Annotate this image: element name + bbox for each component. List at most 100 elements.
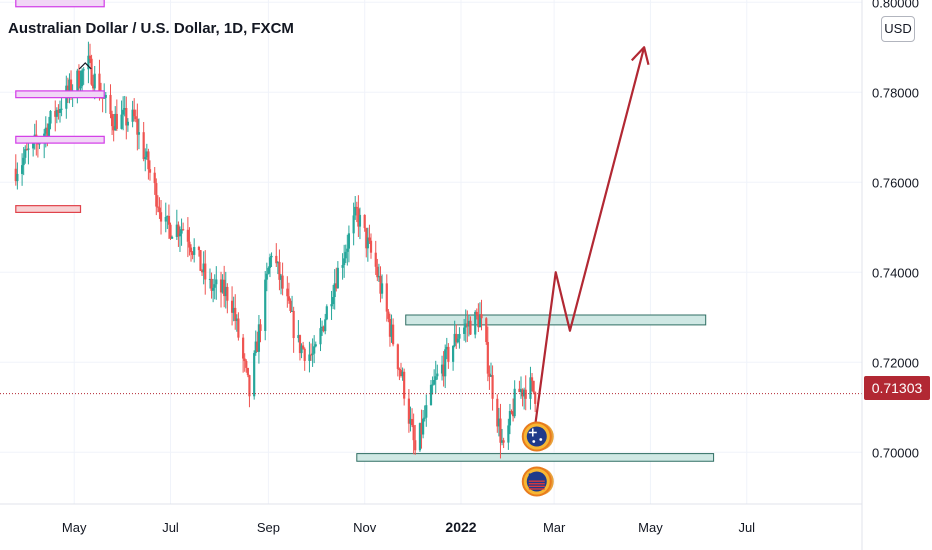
candle-body	[49, 110, 52, 124]
candle-body	[215, 279, 218, 285]
candle-body	[464, 323, 467, 328]
candle-body	[311, 353, 314, 355]
candle-body	[510, 410, 513, 412]
candle-body	[276, 261, 279, 264]
candle-body	[407, 398, 410, 424]
x-tick-label: Nov	[353, 520, 377, 535]
candle-body	[532, 380, 535, 393]
candle-body	[500, 440, 504, 443]
candle-body	[79, 86, 82, 89]
y-tick-label: 0.76000	[872, 175, 919, 190]
chart-title: Australian Dollar / U.S. Dollar, 1D, FXC…	[8, 20, 294, 37]
candle-body	[477, 315, 480, 328]
candle-body	[122, 109, 125, 115]
candle-body	[254, 341, 257, 354]
candle-body	[442, 364, 445, 377]
candle-body	[137, 132, 141, 135]
candle-body	[27, 148, 30, 150]
y-tick-label: 0.78000	[872, 85, 919, 100]
candle-body	[297, 335, 300, 339]
candle-body	[178, 233, 182, 237]
candle-body	[265, 273, 268, 280]
currency-button[interactable]: USD	[881, 16, 915, 42]
last-price-tag: 0.71303	[864, 376, 930, 400]
x-tick-label: 2022	[445, 519, 476, 535]
australia-flag-icon	[521, 421, 554, 452]
candle-body	[357, 208, 360, 227]
candle-body	[518, 388, 521, 393]
candle-body	[330, 304, 333, 307]
candle-body	[352, 215, 355, 234]
candle-body	[325, 306, 328, 320]
candle-body	[480, 314, 483, 319]
candle-body	[200, 270, 204, 273]
candle-body	[368, 237, 371, 241]
candle-body	[115, 113, 118, 129]
candle-body	[164, 216, 167, 222]
candle-body	[16, 173, 19, 182]
candle-body	[223, 279, 226, 297]
candle-body	[87, 55, 90, 70]
candle-body	[245, 361, 248, 368]
candle-body	[66, 85, 69, 93]
candle-body	[80, 70, 84, 87]
candle-body	[54, 110, 57, 117]
candle-body	[145, 151, 148, 158]
candle-body	[279, 275, 283, 280]
candle-body	[365, 228, 368, 249]
candle-body	[458, 333, 461, 339]
candle-body	[193, 247, 196, 255]
candle-body	[335, 283, 338, 289]
x-tick-label: Mar	[543, 520, 566, 535]
candle-body	[175, 224, 178, 237]
candle-body	[270, 255, 273, 258]
candle-body	[126, 121, 129, 126]
candle-body	[433, 379, 436, 385]
candle-body	[300, 345, 303, 354]
candle-body	[230, 300, 234, 313]
candle-body	[502, 440, 505, 443]
candle-body	[379, 275, 382, 294]
candle-body	[114, 113, 117, 131]
candle-body	[414, 440, 417, 451]
candle-body	[355, 206, 358, 209]
candle-body	[511, 411, 515, 417]
candle-body	[401, 371, 404, 377]
candle-body	[156, 206, 159, 208]
candle-body	[92, 84, 95, 89]
candle-body	[530, 377, 534, 381]
candle-body	[242, 337, 245, 359]
candle-body	[447, 346, 450, 362]
candle-body	[412, 425, 415, 441]
red-marked-box	[15, 205, 82, 213]
candle-body	[259, 324, 262, 331]
x-tick-label: Jul	[162, 520, 179, 535]
candle-body	[133, 109, 136, 117]
candle-body	[180, 229, 183, 234]
candle-body	[398, 368, 401, 371]
y-tick-label: 0.74000	[872, 265, 919, 280]
candle-body	[142, 132, 145, 160]
candle-body	[423, 417, 426, 419]
candles-layer	[14, 41, 537, 459]
candle-body	[159, 212, 163, 222]
candle-body	[182, 229, 185, 231]
candle-body	[153, 172, 156, 184]
candle-body	[21, 165, 24, 174]
candle-body	[256, 341, 259, 352]
candle-body	[275, 255, 278, 264]
candle-body	[232, 307, 235, 313]
candle-body	[169, 224, 172, 239]
candle-body	[25, 149, 28, 151]
candle-body	[358, 214, 362, 227]
candle-body	[314, 344, 317, 347]
candle-body	[158, 207, 161, 213]
forecast-path	[534, 46, 646, 426]
candle-body	[286, 288, 289, 297]
candle-body	[278, 261, 281, 280]
candle-body	[14, 168, 17, 182]
candle-body	[38, 143, 41, 145]
candle-body	[453, 333, 456, 346]
